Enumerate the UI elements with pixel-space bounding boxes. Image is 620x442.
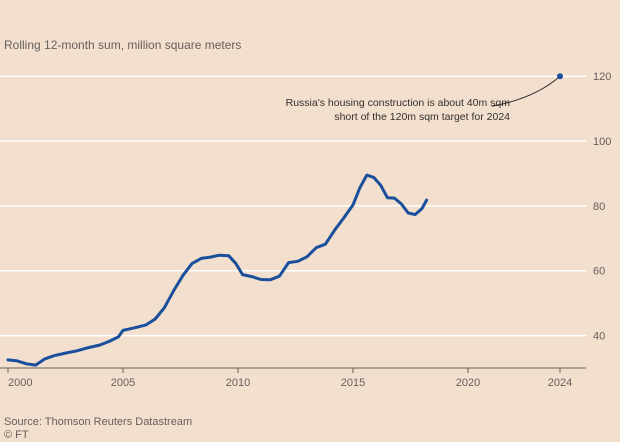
y-tick-label: 80 — [593, 201, 605, 213]
y-tick-label: 120 — [593, 71, 611, 83]
series-line-0 — [6, 173, 429, 367]
x-tick-label: 2000 — [8, 377, 32, 389]
credit-line: © FT — [4, 429, 29, 441]
y-tick-label: 40 — [593, 331, 605, 343]
x-tick-label: 2015 — [341, 377, 365, 389]
x-axis-ticks: 2000 2005 2010 2015 2020 2024 — [7, 368, 572, 389]
y-axis-tick-labels: 40 60 80 100 120 — [593, 71, 611, 342]
gridlines — [0, 75, 586, 337]
x-tick-label: 2005 — [111, 377, 135, 389]
y-tick-label: 100 — [593, 136, 611, 148]
source-line: Source: Thomson Reuters Datastream — [4, 416, 193, 428]
target-point-marker — [557, 73, 563, 80]
y-tick-label: 60 — [593, 266, 605, 278]
x-tick-label: 2020 — [456, 377, 480, 389]
x-tick-label: 2010 — [226, 377, 250, 389]
annotation-text-line-1: Russia's housing construction is about 4… — [286, 97, 511, 109]
annotation-layer: Russia's housing construction is about 4… — [286, 73, 563, 123]
source-note: Source: Thomson Reuters Datastream © FT — [4, 416, 192, 442]
series-layer — [6, 173, 429, 367]
annotation-text-line-2: short of the 120m sqm target for 2024 — [334, 111, 510, 123]
annotation-leader-line — [491, 75, 561, 107]
chart-subtitle: Rolling 12-month sum, million square met… — [4, 38, 242, 52]
x-tick-label: 2024 — [548, 377, 572, 389]
